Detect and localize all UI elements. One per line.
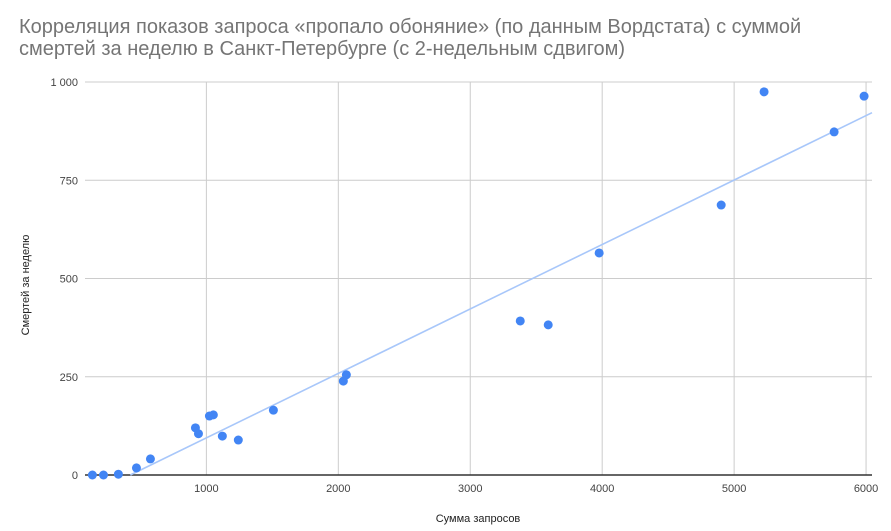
x-tick-label: 2000 [326,483,350,495]
data-point [716,200,726,210]
data-point [859,91,869,101]
data-point [87,470,97,480]
x-tick-label: 4000 [590,483,614,495]
data-point [515,316,525,326]
y-tick-label: 0 [72,470,78,482]
data-point [217,431,227,441]
y-tick-label: 250 [60,372,78,384]
x-tick-label: 3000 [458,483,482,495]
y-tick-label: 1 000 [50,77,78,89]
data-point [233,435,243,445]
data-point [208,410,218,420]
data-point [594,248,604,258]
x-axis-label: Сумма запросов [436,513,521,525]
y-tick-label: 500 [60,274,78,286]
data-point [145,454,155,464]
chart-title: Корреляция показов запроса «пропало обон… [19,16,802,60]
data-point [268,405,278,415]
y-tick-label: 750 [60,175,78,187]
data-point [759,87,769,97]
y-axis-label: Смертей за неделю [20,235,32,336]
x-tick-label: 1000 [194,483,218,495]
data-point [193,429,203,439]
data-point [98,470,108,480]
data-point [113,469,123,479]
data-point [543,320,553,330]
trendline [130,111,873,476]
x-tick-label: 6000 [854,483,878,495]
x-tick-label: 5000 [722,483,746,495]
data-point [829,127,839,137]
data-point [131,463,141,473]
data-point [341,370,351,380]
